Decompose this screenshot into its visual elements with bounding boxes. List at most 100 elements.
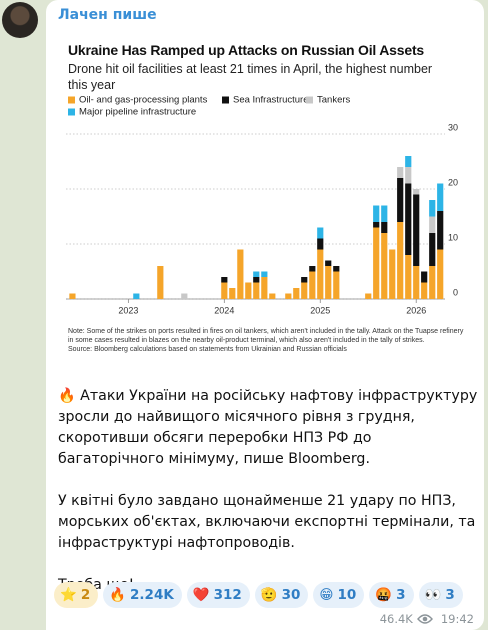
reaction-count: 2.24K xyxy=(130,587,174,603)
chart-image[interactable]: Oil- and gas-processing plants Sea Infras… xyxy=(56,32,474,370)
reaction[interactable]: 🤬 3 xyxy=(369,582,414,608)
bar-segment xyxy=(301,277,308,283)
bar-segment xyxy=(285,293,292,299)
bar-segment xyxy=(373,205,380,222)
bar-segment xyxy=(69,293,76,299)
bar-segment xyxy=(381,222,388,233)
bar-segment xyxy=(421,271,428,283)
bar-segment xyxy=(253,282,260,299)
bar-segment xyxy=(421,282,428,299)
bar-segment xyxy=(253,277,260,283)
bar-segment xyxy=(229,288,236,299)
reaction[interactable]: ⭐ 2 xyxy=(54,582,99,608)
post-text: 🔥 Атаки України на російську нафтову інф… xyxy=(58,386,478,617)
bar-segment xyxy=(397,167,404,178)
y-tick-label: 30 xyxy=(448,122,458,132)
x-tick-label: 2024 xyxy=(214,305,234,315)
bar-segment xyxy=(429,233,436,266)
bar-segment xyxy=(397,222,404,299)
bar-segment xyxy=(413,189,420,195)
bar-segment xyxy=(253,271,260,277)
bar-segment xyxy=(245,282,252,299)
note: Note: Some of the strikes on ports resul… xyxy=(68,328,464,344)
bar-segment xyxy=(317,249,324,299)
chart-title: Ukraine Has Ramped up Attacks on Russian… xyxy=(68,42,424,58)
eye-icon xyxy=(416,614,433,624)
message-bubble: Лачен пише Oil- and gas-processing plant… xyxy=(46,0,484,630)
bar-segment xyxy=(413,266,420,299)
x-tick-label: 2026 xyxy=(406,305,426,315)
legend-swatch xyxy=(306,96,313,104)
legend-label: Tankers xyxy=(317,95,351,106)
reaction-emoji: 🫡 xyxy=(260,587,278,603)
bar-segment xyxy=(365,293,372,299)
bar-segment xyxy=(181,293,188,299)
bar-segment xyxy=(373,222,380,228)
chart-notes: Note: Some of the strikes on ports resul… xyxy=(68,328,468,354)
reaction-count: 3 xyxy=(445,587,455,603)
bar-segment xyxy=(381,205,388,222)
reaction-count: 3 xyxy=(396,587,406,603)
bar-segment xyxy=(301,282,308,299)
reactions: ⭐ 2 🔥 2.24K ❤️ 312 🫡 30 😁 10 🤬 3 👀 3 xyxy=(54,582,463,608)
bar-segment xyxy=(437,183,444,211)
reaction[interactable]: 🔥 2.24K xyxy=(103,582,182,608)
y-tick-label: 20 xyxy=(448,177,458,187)
bar-segment xyxy=(309,266,316,272)
legend-swatch xyxy=(68,108,75,116)
reaction[interactable]: 😁 10 xyxy=(313,582,365,608)
legend-label: Oil- and gas-processing plants xyxy=(79,95,208,106)
bar-segment xyxy=(325,260,332,266)
avatar[interactable] xyxy=(2,2,38,38)
bar-segment xyxy=(333,271,340,299)
x-tick-label: 2023 xyxy=(118,305,138,315)
reaction[interactable]: ❤️ 312 xyxy=(186,582,250,608)
reaction-emoji: 😁 xyxy=(319,587,334,603)
bar-segment xyxy=(437,211,444,250)
bar-segment xyxy=(373,227,380,299)
bar-segment xyxy=(429,266,436,299)
bar-segment xyxy=(437,249,444,299)
bar-segment xyxy=(405,183,412,255)
bar-segment xyxy=(317,227,324,239)
paragraph: У квітні було завдано щонайменше 21 удар… xyxy=(58,493,476,551)
bar-segment xyxy=(429,216,436,233)
reaction-emoji: 🔥 xyxy=(109,587,127,603)
bar-segment xyxy=(221,277,228,283)
legend-label: Sea Infrastructure xyxy=(233,95,309,106)
chart: Oil- and gas-processing plants Sea Infras… xyxy=(66,95,458,315)
reaction-count: 312 xyxy=(213,587,242,603)
reaction[interactable]: 🫡 30 xyxy=(254,582,309,608)
chart-subtitle: Drone hit oil facilities at least 21 tim… xyxy=(68,62,433,92)
y-tick-label: 10 xyxy=(448,232,458,242)
paragraph: 🔥 Атаки України на російську нафтову інф… xyxy=(58,388,478,467)
bar-segment xyxy=(381,233,388,299)
bar-segment xyxy=(157,266,164,299)
channel-name[interactable]: Лачен пише xyxy=(58,7,157,23)
bar-segment xyxy=(237,249,244,299)
reaction-count: 10 xyxy=(337,587,357,603)
message-meta: 46.4K 19:42 xyxy=(380,612,474,626)
bar-segment xyxy=(333,266,340,272)
reaction[interactable]: 👀 3 xyxy=(418,582,463,608)
reaction-count: 2 xyxy=(80,587,91,603)
bar-segment xyxy=(429,200,436,217)
legend-swatch xyxy=(222,96,229,104)
y-tick-label: 0 xyxy=(453,287,458,297)
time: 19:42 xyxy=(440,612,474,626)
bar-segment xyxy=(413,194,420,266)
bar-segment xyxy=(269,293,276,299)
bar-segment xyxy=(317,238,324,250)
bar-segment xyxy=(221,282,228,299)
reaction-emoji: ⭐ xyxy=(60,587,77,603)
bar-segment xyxy=(261,271,268,277)
views: 46.4K xyxy=(379,612,413,626)
legend-swatch xyxy=(68,96,75,104)
bar-segment xyxy=(405,156,412,167)
reaction-emoji: 🤬 xyxy=(375,587,393,603)
bar-segment xyxy=(397,178,404,222)
bar-segment xyxy=(309,271,316,299)
source: Source: Bloomberg calculations based on … xyxy=(68,345,347,353)
bar-segment xyxy=(389,249,396,299)
